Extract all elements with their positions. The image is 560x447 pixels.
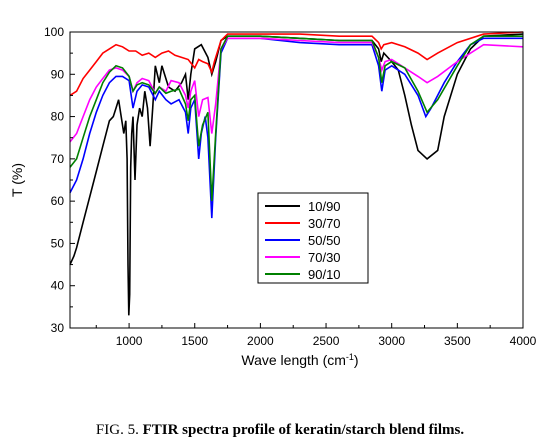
caption-title: FTIR spectra profile of keratin/starch b… [142,422,465,438]
y-tick-label: 100 [44,25,64,39]
caption-prefix: FIG. 5. [95,422,139,438]
x-tick-label: 1000 [116,334,143,348]
x-tick-label: 3000 [378,334,405,348]
x-axis-title-main: Wave length (cm [241,352,346,368]
legend-label: 10/90 [308,199,341,214]
x-axis-title-suffix: ) [354,352,359,368]
y-axis-title: T (%) [9,163,25,197]
y-tick-label: 30 [51,321,65,335]
series-line-70-30 [69,37,524,143]
plot-lines [69,31,524,316]
legend-label: 50/50 [308,233,341,248]
tick-labels: 1000 1500 2000 2500 3000 3500 4000 30 40 50 60 70 80… [44,25,537,348]
axis-ticks [70,31,524,329]
ftir-chart: 1000 1500 2000 2500 3000 3500 4000 30 40 50 60 70 80… [9,25,537,368]
legend-label: 90/10 [308,267,341,282]
legend: 10/90 30/70 50/50 70/30 90/10 [257,192,369,284]
series-line-90-10 [69,35,523,202]
figure-caption: FIG. 5. FTIR spectra profile of keratin/… [0,422,560,439]
legend-box [257,192,369,284]
series-line-30-70 [69,31,524,97]
legend-label: 30/70 [308,216,341,231]
y-tick-label: 90 [51,67,65,81]
x-axis-title-sup: -1 [346,352,354,362]
series-line-10-90 [69,33,524,316]
legend-label: 70/30 [308,250,341,265]
x-tick-label: 2000 [247,334,274,348]
x-tick-label: 4000 [510,334,537,348]
x-tick-label: 2500 [313,334,340,348]
y-tick-label: 50 [51,236,65,250]
y-tick-label: 60 [51,194,65,208]
plot-frame [69,31,524,329]
series-line-50-50 [69,37,523,219]
y-tick-label: 80 [51,110,65,124]
y-tick-label: 70 [51,152,65,166]
y-tick-label: 40 [51,279,65,293]
x-tick-label: 3500 [444,334,471,348]
x-axis-title: Wave length (cm-1) [241,352,358,368]
x-tick-label: 1500 [181,334,208,348]
